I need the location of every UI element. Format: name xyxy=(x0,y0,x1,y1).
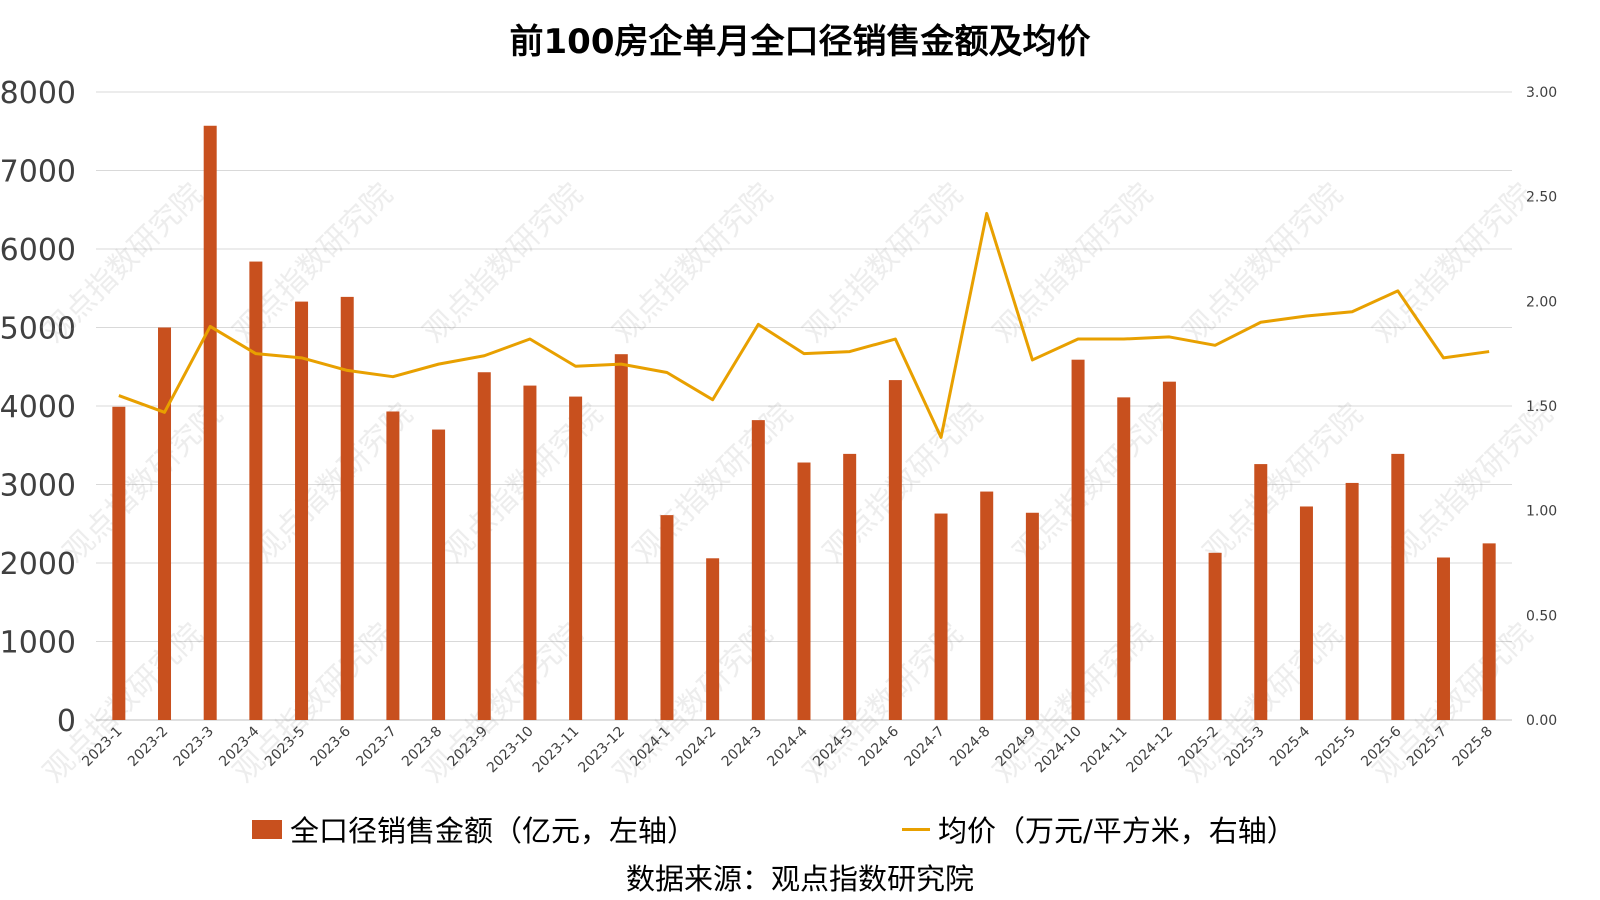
y-right-tick-label: 1.00 xyxy=(1526,504,1557,520)
x-tick-label: 2023-11 xyxy=(530,724,583,777)
bar-2023-5 xyxy=(295,301,309,720)
watermark-text: 观点指数研究院 xyxy=(437,397,610,570)
y-right-tick-label: 1.50 xyxy=(1526,399,1557,415)
y-right-tick-label: 2.50 xyxy=(1526,190,1557,206)
legend-bar-swatch xyxy=(252,819,282,839)
bar-2025-4 xyxy=(1299,506,1313,720)
watermark-text: 观点指数研究院 xyxy=(987,177,1160,350)
legend-line: 均价（万元/平方米，右轴） xyxy=(902,808,1296,850)
legend-bar-label: 全口径销售金额（亿元，左轴） xyxy=(290,814,697,848)
bar-2023-10 xyxy=(523,385,537,720)
watermark-text: 观点指数研究院 xyxy=(607,177,780,350)
y-right-tick-label: 3.00 xyxy=(1526,85,1557,101)
chart-title: 前100房企单月全口径销售金额及均价 xyxy=(509,22,1091,62)
bar-2023-11 xyxy=(569,396,583,720)
price-line xyxy=(118,211,1490,439)
bar-2025-8 xyxy=(1482,543,1496,720)
x-tick-label: 2024-8 xyxy=(947,724,993,770)
y-right-tick-label: 2.00 xyxy=(1526,294,1557,310)
x-tick-label: 2024-12 xyxy=(1124,724,1177,777)
source-note: 数据来源：观点指数研究院 xyxy=(625,862,974,896)
bar-2023-1 xyxy=(112,406,126,720)
bar-2024-5 xyxy=(843,453,857,720)
x-tick-label: 2025-4 xyxy=(1267,723,1313,769)
y-left-tick-label: 2000 xyxy=(0,547,76,582)
bar-2024-7 xyxy=(934,513,948,720)
watermark-text: 观点指数研究院 xyxy=(627,397,800,570)
y-left-tick-label: 0 xyxy=(57,704,76,739)
bar-2024-2 xyxy=(706,558,720,720)
bar-2024-10 xyxy=(1071,359,1085,720)
legend-bar: 全口径销售金额（亿元，左轴） xyxy=(252,808,696,850)
bar-2023-2 xyxy=(158,327,172,720)
bar-2024-12 xyxy=(1162,381,1176,720)
watermark-text: 观点指数研究院 xyxy=(417,177,590,350)
x-tick-label: 2025-8 xyxy=(1450,724,1496,770)
x-tick-label: 2023-6 xyxy=(308,723,354,769)
y-left-tick-label: 5000 xyxy=(0,312,76,347)
y-right-tick-label: 0.00 xyxy=(1526,713,1557,729)
bar-2024-6 xyxy=(888,380,902,720)
bar-2023-3 xyxy=(203,125,217,720)
bar-2023-6 xyxy=(340,296,354,720)
x-tick-label: 2023-2 xyxy=(125,724,171,770)
y-left-tick-label: 4000 xyxy=(0,390,76,425)
x-tick-label: 2025-5 xyxy=(1313,724,1359,770)
bar-2024-1 xyxy=(660,515,674,720)
bar-2025-3 xyxy=(1254,464,1268,720)
bar-2024-9 xyxy=(1025,512,1039,720)
watermark-text: 观点指数研究院 xyxy=(1197,397,1370,570)
watermark-text: 观点指数研究院 xyxy=(1177,177,1350,350)
x-tick-label: 2023-3 xyxy=(171,724,217,770)
bar-2025-6 xyxy=(1391,453,1405,720)
bar-2023-7 xyxy=(386,411,400,720)
y-left-tick-label: 7000 xyxy=(0,155,76,190)
watermark-text: 观点指数研究院 xyxy=(1387,397,1560,570)
legend-line-label: 均价（万元/平方米，右轴） xyxy=(938,814,1296,848)
watermark-text: 观点指数研究院 xyxy=(817,397,990,570)
y-left-tick-label: 6000 xyxy=(0,233,76,268)
y-left-tick-label: 8000 xyxy=(0,76,76,111)
bar-2024-3 xyxy=(751,420,765,720)
x-tick-label: 2024-11 xyxy=(1078,724,1131,777)
bar-2024-11 xyxy=(1117,397,1131,720)
x-tick-label: 2023-7 xyxy=(353,724,399,770)
y-left-tick-label: 3000 xyxy=(0,469,76,504)
legend-line-swatch xyxy=(902,827,930,831)
watermark-text: 观点指数研究院 xyxy=(1367,177,1540,350)
x-tick-label: 2024-3 xyxy=(719,724,765,770)
bar-2025-7 xyxy=(1436,557,1450,720)
bar-2023-8 xyxy=(432,429,446,720)
y-left-tick-label: 1000 xyxy=(0,626,76,661)
y-right-tick-label: 0.50 xyxy=(1526,608,1557,624)
bar-2025-5 xyxy=(1345,482,1359,720)
bar-2023-9 xyxy=(477,372,491,720)
bar-2025-2 xyxy=(1208,552,1222,720)
bar-2024-8 xyxy=(980,491,994,720)
x-tick-label: 2024-7 xyxy=(901,724,947,770)
bar-2023-12 xyxy=(614,354,628,720)
bar-2024-4 xyxy=(797,462,811,720)
bar-2023-4 xyxy=(249,261,263,720)
watermark-text: 观点指数研究院 xyxy=(797,177,970,350)
